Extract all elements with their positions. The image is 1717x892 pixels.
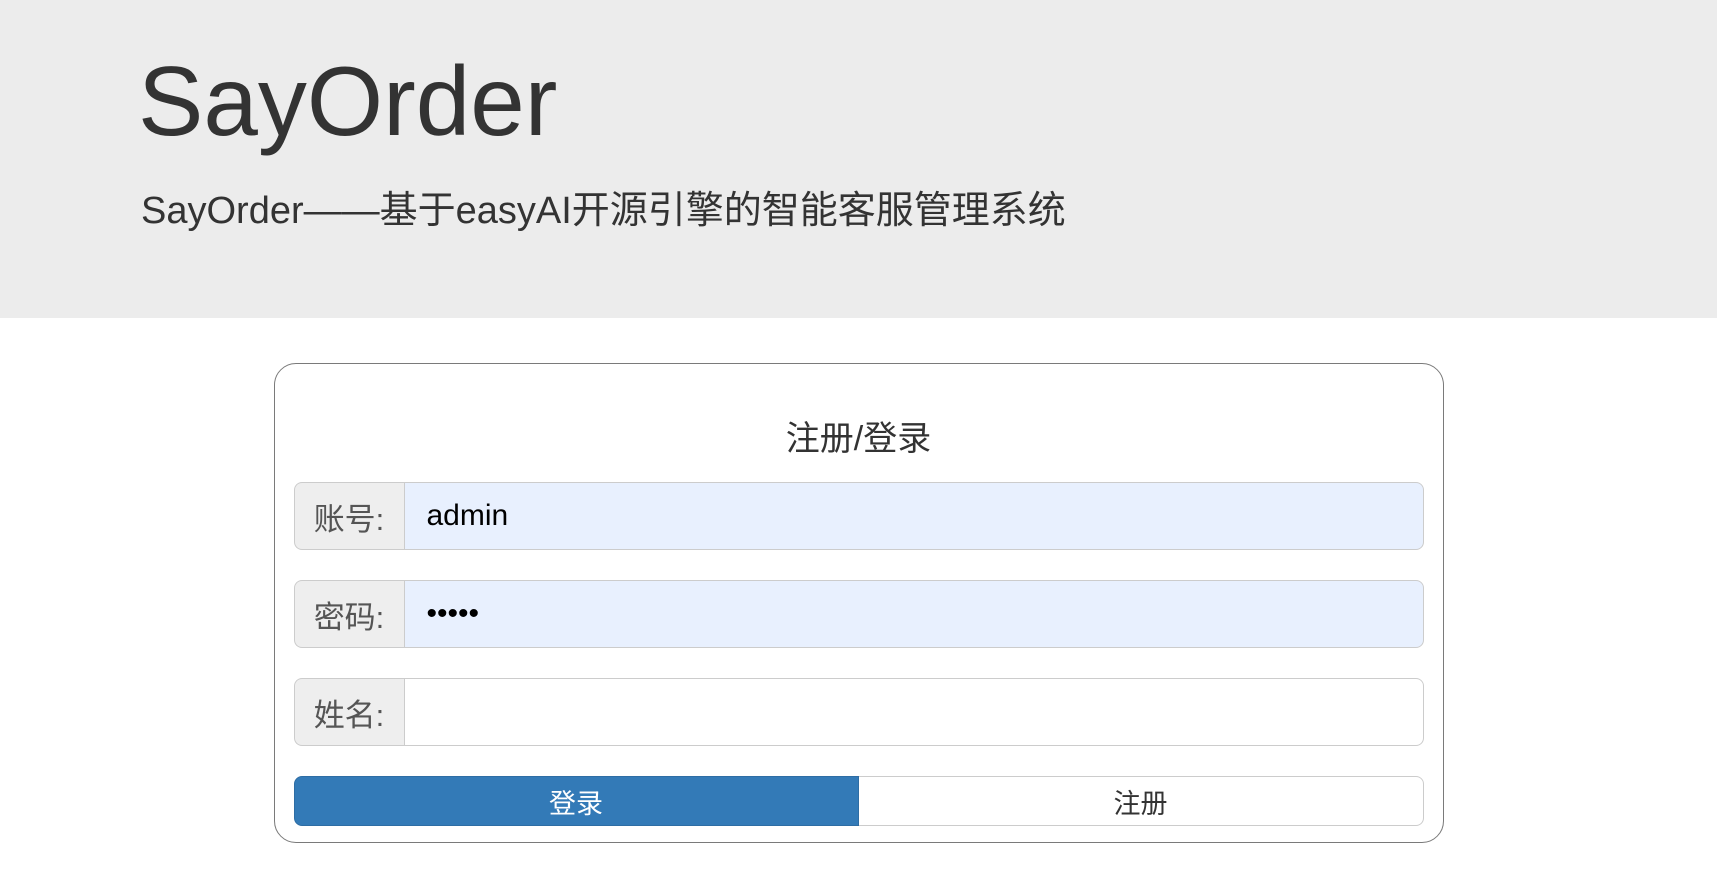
login-button[interactable]: 登录: [293, 776, 859, 826]
name-row: 姓名:: [293, 678, 1424, 746]
page-header: SayOrder SayOrder——基于easyAI开源引擎的智能客服管理系统: [0, 0, 1717, 318]
password-input[interactable]: [403, 580, 1424, 648]
name-label: 姓名:: [293, 678, 404, 746]
password-row: 密码:: [293, 580, 1424, 648]
register-button[interactable]: 注册: [858, 776, 1424, 826]
app-subtitle: SayOrder——基于easyAI开源引擎的智能客服管理系统: [141, 189, 1066, 232]
app-title: SayOrder: [138, 46, 558, 156]
account-input[interactable]: [403, 482, 1424, 550]
account-label: 账号:: [293, 482, 404, 550]
name-input[interactable]: [403, 678, 1424, 746]
password-label: 密码:: [293, 580, 404, 648]
auth-card-title: 注册/登录: [785, 420, 932, 458]
auth-card: 注册/登录 账号: 密码: 姓名: 登录 注册: [273, 363, 1444, 843]
auth-buttons: 登录 注册: [293, 776, 1424, 826]
account-row: 账号:: [293, 482, 1424, 550]
